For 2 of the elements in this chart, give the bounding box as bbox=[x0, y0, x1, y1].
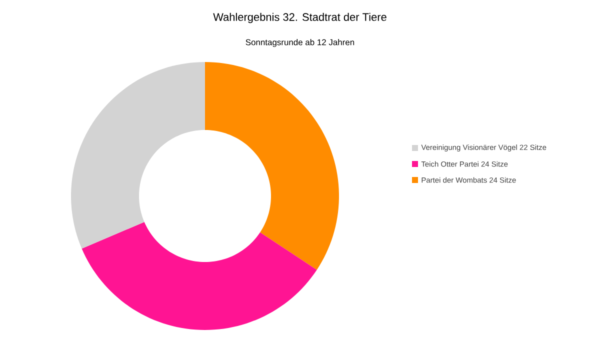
chart-title: Wahlergebnis 32. Stadtrat der Tiere bbox=[213, 12, 386, 24]
chart-subtitle: Sonntagsrunde ab 12 Jahren bbox=[246, 39, 354, 47]
